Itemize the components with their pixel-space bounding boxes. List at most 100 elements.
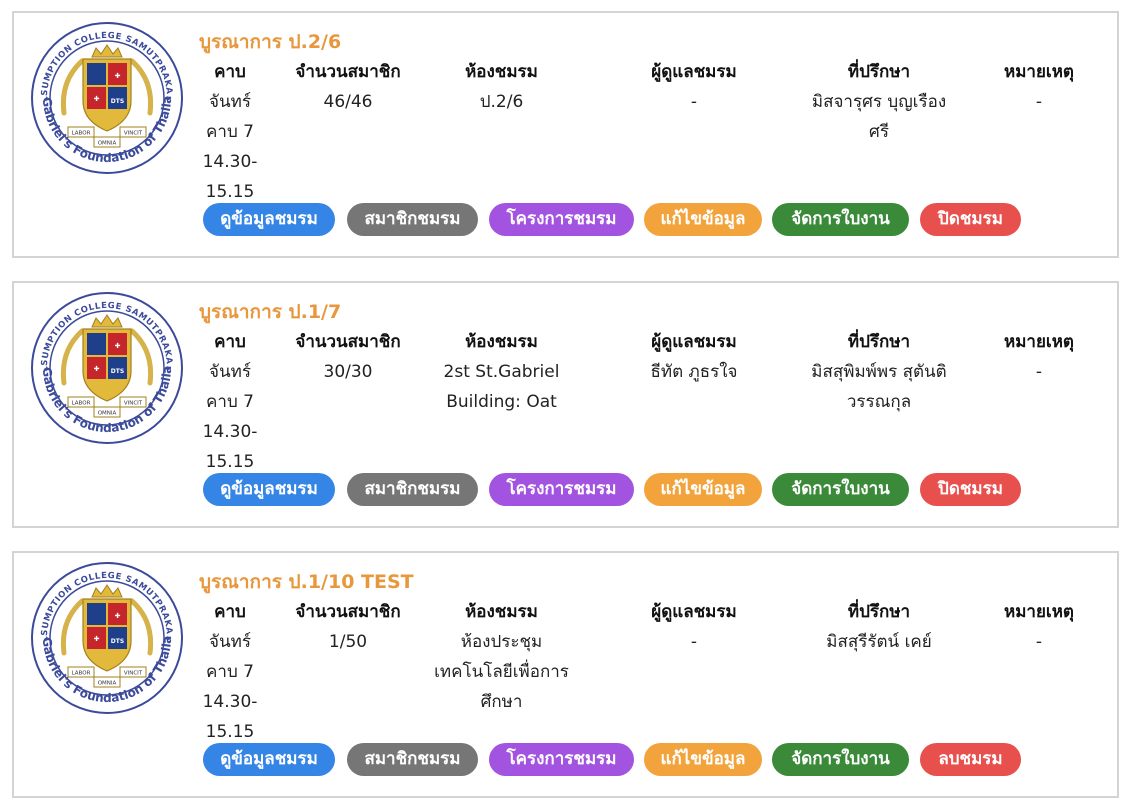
club-title: บูรณาการ ป.1/10 TEST	[199, 571, 414, 593]
room-header: ห้องชมรม	[465, 602, 538, 622]
advisor-line: มิสสุรีรัตน์ เคย์	[826, 632, 932, 652]
room-line: Building: Oat	[446, 392, 557, 412]
room-line: ศึกษา	[480, 692, 523, 712]
svg-text:✚: ✚	[94, 95, 100, 103]
svg-text:OMNIA: OMNIA	[98, 141, 117, 147]
period-header: คาบ	[214, 602, 246, 622]
club-members-button[interactable]: สมาชิกชมรม	[347, 743, 478, 776]
note-header: หมายเหตุ	[1004, 62, 1074, 82]
room-line: เทคโนโลยีเพื่อการ	[434, 662, 569, 682]
club-title: บูรณาการ ป.2/6	[199, 31, 342, 53]
edit-club-button[interactable]: แก้ไขข้อมูล	[644, 473, 762, 506]
delete-club-button[interactable]: ลบชมรม	[920, 743, 1021, 776]
period-column: คาบ จันทร์ คาบ 7 14.30- 15.15	[200, 57, 260, 207]
club-projects-button[interactable]: โครงการชมรม	[489, 743, 634, 776]
period-line: จันทร์	[209, 362, 251, 382]
room-column: ห้องชมรม 2st St.Gabriel Building: Oat	[428, 327, 575, 417]
members-header: จำนวนสมาชิก	[295, 62, 401, 82]
advisor-line: มิสจารุศร บุญเรือง	[811, 92, 947, 112]
period-line: 15.15	[205, 722, 255, 742]
advisor-value: มิสสุพิมพ์พร สุตันติ วรรณกุล	[794, 357, 964, 417]
period-line: คาบ 7	[206, 392, 254, 412]
supervisor-column: ผู้ดูแลชมรม ธีทัต ภูธรใจ	[624, 327, 764, 387]
note-value: -	[1035, 92, 1043, 112]
club-title: บูรณาการ ป.1/7	[199, 301, 342, 323]
room-line: ห้องประชุม	[460, 632, 543, 652]
note-value: -	[1035, 632, 1043, 652]
svg-text:LABOR: LABOR	[72, 401, 91, 407]
period-line: 14.30-	[202, 692, 258, 712]
note-header: หมายเหตุ	[1004, 602, 1074, 622]
room-header: ห้องชมรม	[465, 62, 538, 82]
period-header: คาบ	[214, 332, 246, 352]
close-club-button[interactable]: ปิดชมรม	[920, 203, 1021, 236]
advisor-line: วรรณกุล	[846, 392, 912, 412]
school-seal-logo: ASSUMPTION COLLEGE SAMUTPRAKARN St.Gabri…	[30, 561, 183, 714]
svg-text:VINCIT: VINCIT	[124, 671, 143, 677]
manage-worksheets-button[interactable]: จัดการใบงาน	[772, 743, 909, 776]
svg-text:DTS: DTS	[111, 98, 124, 105]
members-value: 1/50	[328, 632, 368, 652]
advisor-column: ที่ปรึกษา มิสจารุศร บุญเรืองศรี	[794, 57, 964, 147]
period-column: คาบ จันทร์ คาบ 7 14.30- 15.15	[200, 327, 260, 477]
room-value: ป.2/6	[428, 87, 575, 117]
advisor-column: ที่ปรึกษา มิสสุรีรัตน์ เคย์	[794, 597, 964, 657]
svg-text:OMNIA: OMNIA	[98, 681, 117, 687]
note-value: -	[1035, 362, 1043, 382]
room-value: ห้องประชุมเทคโนโลยีเพื่อการศึกษา	[428, 627, 575, 717]
period-value: จันทร์คาบ 7 14.30- 15.15	[200, 627, 260, 747]
period-line: 14.30-	[202, 422, 258, 442]
club-members-button[interactable]: สมาชิกชมรม	[347, 203, 478, 236]
svg-text:✦: ✦	[43, 635, 51, 645]
view-club-button[interactable]: ดูข้อมูลชมรม	[203, 473, 335, 506]
svg-text:✦: ✦	[164, 365, 172, 375]
svg-text:✚: ✚	[115, 342, 121, 350]
supervisor-column: ผู้ดูแลชมรม -	[624, 57, 764, 117]
club-projects-button[interactable]: โครงการชมรม	[489, 203, 634, 236]
advisor-value: มิสสุรีรัตน์ เคย์	[794, 627, 964, 657]
svg-text:✚: ✚	[94, 635, 100, 643]
svg-text:LABOR: LABOR	[72, 131, 91, 137]
close-club-button[interactable]: ปิดชมรม	[920, 473, 1021, 506]
view-club-button[interactable]: ดูข้อมูลชมรม	[203, 743, 335, 776]
svg-text:DTS: DTS	[111, 638, 124, 645]
period-line: จันทร์	[209, 632, 251, 652]
period-value: จันทร์ คาบ 7 14.30- 15.15	[200, 357, 260, 477]
period-line: 15.15	[205, 182, 255, 202]
supervisor-value: ธีทัต ภูธรใจ	[650, 362, 738, 382]
svg-text:✚: ✚	[115, 72, 121, 80]
supervisor-header: ผู้ดูแลชมรม	[651, 602, 737, 622]
manage-worksheets-button[interactable]: จัดการใบงาน	[772, 473, 909, 506]
edit-club-button[interactable]: แก้ไขข้อมูล	[644, 743, 762, 776]
members-column: จำนวนสมาชิก 1/50	[286, 597, 410, 657]
room-value: 2st St.Gabriel Building: Oat	[428, 357, 575, 417]
view-club-button[interactable]: ดูข้อมูลชมรม	[203, 203, 335, 236]
members-header: จำนวนสมาชิก	[295, 332, 401, 352]
note-column: หมายเหตุ -	[994, 57, 1084, 117]
advisor-header: ที่ปรึกษา	[847, 62, 911, 82]
advisor-column: ที่ปรึกษา มิสสุพิมพ์พร สุตันติ วรรณกุล	[794, 327, 964, 417]
advisor-line: ศรี	[869, 122, 889, 142]
club-members-button[interactable]: สมาชิกชมรม	[347, 473, 478, 506]
supervisor-value: -	[690, 632, 698, 652]
edit-club-button[interactable]: แก้ไขข้อมูล	[644, 203, 762, 236]
manage-worksheets-button[interactable]: จัดการใบงาน	[772, 203, 909, 236]
svg-text:✦: ✦	[43, 365, 51, 375]
school-seal-logo: ASSUMPTION COLLEGE SAMUTPRAKARN St.Gabri…	[30, 291, 183, 444]
svg-text:VINCIT: VINCIT	[124, 131, 143, 137]
advisor-value: มิสจารุศร บุญเรืองศรี	[794, 87, 964, 147]
room-line: ป.2/6	[479, 92, 524, 112]
svg-text:DTS: DTS	[111, 368, 124, 375]
club-projects-button[interactable]: โครงการชมรม	[489, 473, 634, 506]
svg-text:✦: ✦	[164, 635, 172, 645]
period-header: คาบ	[214, 62, 246, 82]
period-value: จันทร์ คาบ 7 14.30- 15.15	[200, 87, 260, 207]
members-header: จำนวนสมาชิก	[295, 602, 401, 622]
supervisor-value: -	[690, 92, 698, 112]
svg-text:✚: ✚	[94, 365, 100, 373]
room-column: ห้องชมรม ห้องประชุมเทคโนโลยีเพื่อการศึกษ…	[428, 597, 575, 717]
club-card: ASSUMPTION COLLEGE SAMUTPRAKARN St.Gabri…	[12, 11, 1119, 258]
room-column: ห้องชมรม ป.2/6	[428, 57, 575, 117]
members-value: 46/46	[323, 92, 373, 112]
period-line: คาบ 7	[206, 662, 254, 682]
